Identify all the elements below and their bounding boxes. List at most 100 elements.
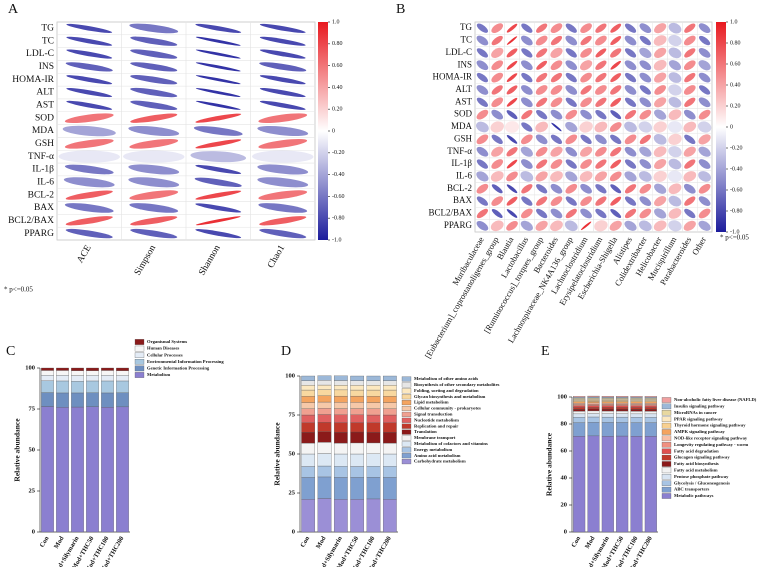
correlation-ellipse	[580, 97, 592, 108]
bar-segment	[350, 414, 365, 423]
correlation-ellipse	[684, 48, 696, 58]
correlation-ellipse	[653, 146, 667, 158]
bar-segment	[366, 453, 381, 467]
bar-segment	[630, 407, 643, 410]
correlation-ellipse	[491, 97, 504, 108]
correlation-ellipse	[653, 59, 667, 71]
correlation-ellipse	[521, 48, 533, 58]
bar-segment	[573, 398, 586, 400]
correlation-ellipse	[654, 23, 667, 34]
correlation-ellipse	[580, 60, 593, 71]
correlation-ellipse	[580, 183, 592, 194]
correlation-ellipse	[684, 72, 696, 83]
y-tick-label: 50	[29, 446, 36, 453]
bar-segment	[116, 370, 129, 376]
correlation-ellipse	[683, 121, 697, 133]
bar-segment	[116, 392, 129, 408]
bar-segment	[587, 401, 600, 404]
bar-segment	[350, 380, 365, 386]
bar-segment	[317, 422, 332, 432]
correlation-ellipse	[624, 121, 637, 133]
bar-segment	[116, 406, 129, 533]
correlation-ellipse	[504, 121, 520, 133]
correlation-ellipse	[476, 109, 489, 120]
bar-segment	[573, 400, 586, 403]
y-tick-label: 25	[29, 487, 36, 494]
correlation-ellipse	[506, 85, 518, 95]
legend-swatch	[401, 394, 412, 400]
correlation-ellipse	[195, 229, 242, 239]
correlation-ellipse	[536, 196, 548, 206]
row-label: BCL-2	[28, 190, 55, 200]
y-tick-label: 0	[32, 528, 35, 535]
row-label: PPARG	[24, 229, 54, 239]
row-label: GSH	[35, 139, 54, 149]
correlation-ellipse	[610, 60, 621, 70]
correlation-ellipse	[123, 150, 185, 163]
colorbar-label: -1.0	[332, 237, 342, 243]
correlation-ellipse	[653, 121, 667, 133]
legend-label: Metabolism of cofactors and vitamins	[414, 441, 488, 446]
bar-segment	[601, 401, 614, 404]
correlation-ellipse	[683, 60, 696, 71]
bar-segment	[350, 375, 365, 381]
correlation-ellipse	[258, 138, 308, 149]
legend-swatch	[134, 345, 145, 352]
correlation-ellipse	[476, 159, 489, 169]
bar-segment	[616, 408, 629, 412]
bar-segment	[644, 411, 657, 415]
correlation-ellipse	[257, 125, 309, 137]
bar-segment	[333, 453, 348, 467]
correlation-ellipse	[684, 97, 696, 107]
correlation-ellipse	[536, 159, 548, 169]
bar-segment	[616, 410, 629, 414]
bar-segment	[382, 422, 397, 433]
bar-segment	[587, 416, 600, 423]
correlation-ellipse	[668, 84, 682, 96]
colorbar-label: 0.20	[730, 103, 741, 109]
column-label: ACE	[76, 243, 94, 265]
correlation-ellipse	[520, 146, 533, 157]
correlation-ellipse	[64, 164, 114, 175]
y-axis-label: Relative abundance	[273, 422, 282, 486]
correlation-ellipse	[595, 208, 607, 219]
bar-segment	[41, 392, 54, 407]
colorbar-label: -0.80	[730, 208, 743, 214]
correlation-ellipse	[624, 23, 637, 33]
bar-segment	[56, 375, 69, 382]
colorbar-label: 0.40	[730, 82, 741, 88]
correlation-ellipse	[535, 134, 548, 145]
correlation-ellipse	[491, 196, 504, 206]
bar-segment	[317, 375, 332, 381]
correlation-ellipse	[257, 177, 309, 188]
bar-segment	[301, 389, 316, 397]
correlation-ellipse	[698, 159, 711, 169]
correlation-ellipse	[624, 35, 637, 46]
bar-segment	[56, 407, 69, 533]
correlation-ellipse	[595, 23, 607, 33]
correlation-ellipse	[624, 196, 637, 206]
note: * p<=0.05	[720, 234, 749, 242]
colorbar-label: 1.0	[332, 19, 340, 25]
bar-segment	[301, 442, 316, 455]
legend-label: Biosynthesis of other secondary metaboli…	[414, 382, 500, 387]
correlation-ellipse	[550, 183, 563, 194]
correlation-ellipse	[653, 134, 667, 145]
bar-segment	[644, 403, 657, 405]
correlation-ellipse	[550, 134, 563, 145]
bar-segment	[616, 396, 629, 399]
y-tick-label: 20	[561, 501, 568, 508]
colorbar	[318, 22, 328, 240]
correlation-ellipse	[476, 171, 489, 182]
legend-swatch	[401, 429, 412, 435]
correlation-ellipse	[565, 171, 578, 182]
bar-segment	[644, 398, 657, 400]
correlation-ellipse	[610, 147, 622, 157]
legend-swatch	[661, 429, 672, 435]
bar-segment	[601, 408, 614, 412]
correlation-ellipse	[491, 85, 503, 95]
colorbar-label: -0.40	[730, 166, 743, 172]
correlation-ellipse	[580, 72, 592, 83]
row-label: IL-1β	[451, 158, 472, 168]
bar-segment	[644, 405, 657, 408]
